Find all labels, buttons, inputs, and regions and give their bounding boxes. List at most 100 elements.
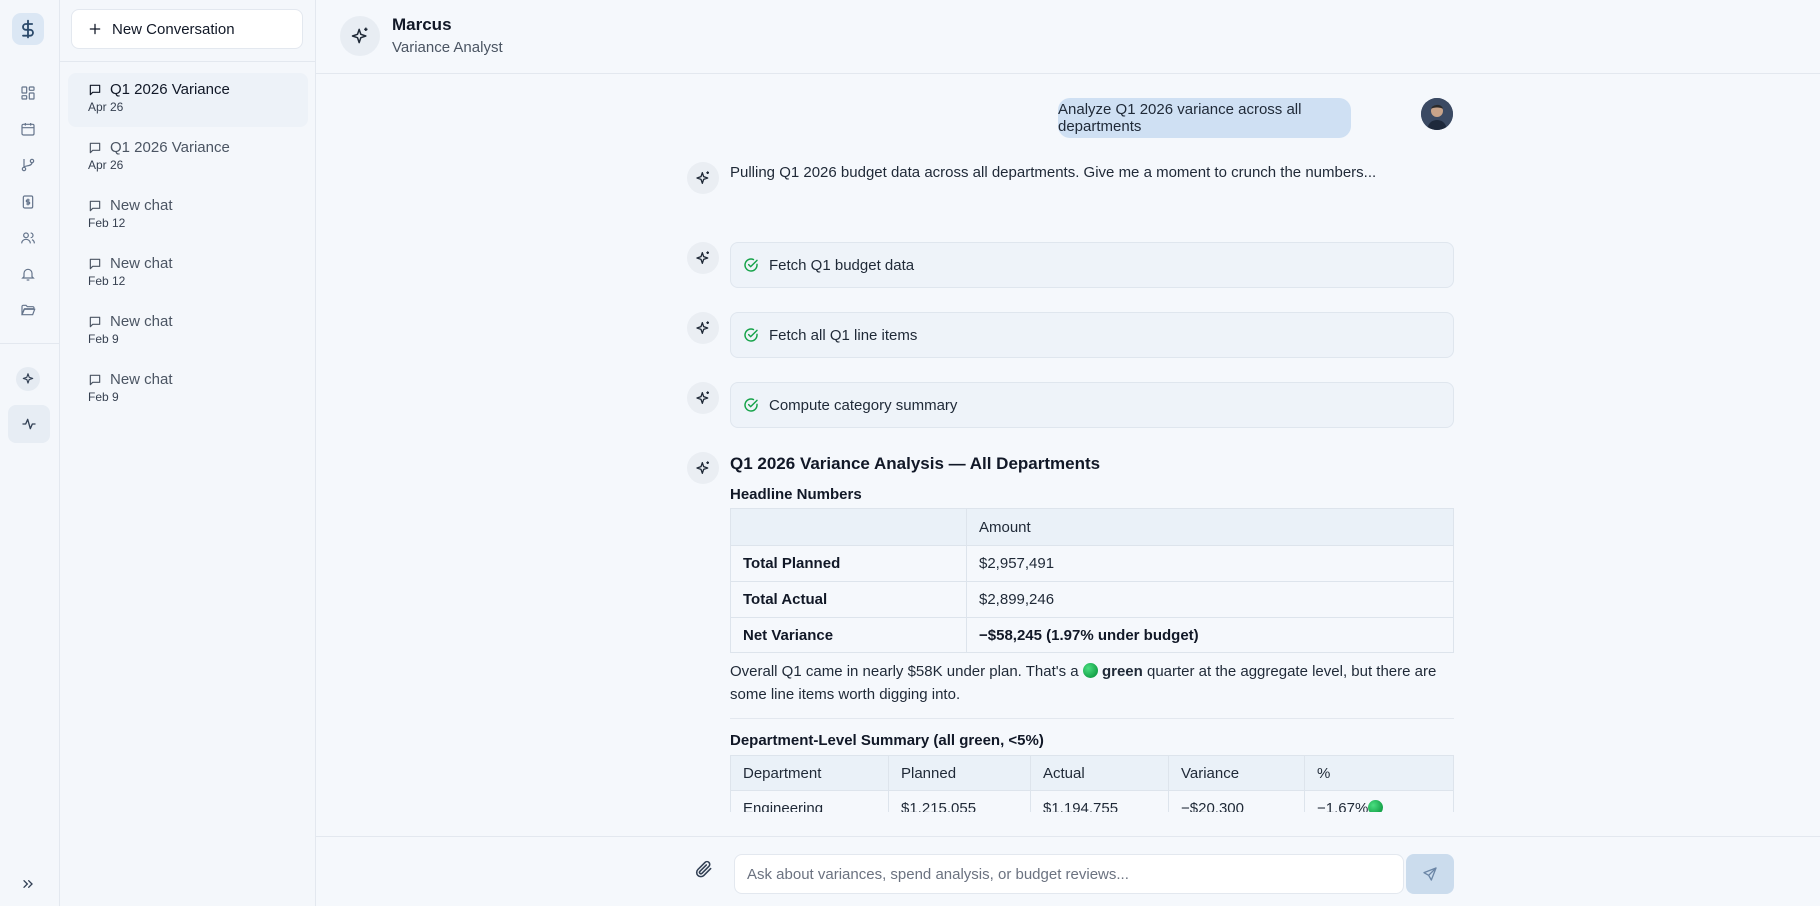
folder-open-icon[interactable] bbox=[14, 296, 42, 324]
sparkle-icon bbox=[696, 171, 709, 184]
user-message-bubble: Analyze Q1 2026 variance across all depa… bbox=[1058, 98, 1351, 138]
assistant-answer: Q1 2026 Variance Analysis — All Departme… bbox=[730, 450, 1454, 812]
department-heading: Department-Level Summary (all green, <5%… bbox=[730, 732, 1044, 749]
paragraph-text: Overall Q1 came in nearly $58K under pla… bbox=[730, 663, 1083, 680]
assistant-avatar bbox=[687, 452, 719, 484]
headline-table: Amount Total Planned $2,957,491 Total Actu… bbox=[730, 508, 1454, 653]
sparkle-icon bbox=[696, 321, 709, 334]
row-label: Total Actual bbox=[730, 581, 967, 618]
assistant-avatar bbox=[687, 382, 719, 414]
paperclip-icon[interactable] bbox=[694, 859, 714, 879]
table-row: Engineering $1,215,055 $1,194,755 −$20,300−… bbox=[730, 790, 1454, 812]
sparkle-icon bbox=[696, 461, 709, 474]
table-header-row: Amount bbox=[730, 508, 1454, 546]
sparkle-icon bbox=[696, 391, 709, 404]
new-conversation-button[interactable]: New Conversation bbox=[71, 9, 303, 49]
check-circle-icon bbox=[744, 398, 758, 412]
green-status-dot bbox=[1082, 663, 1098, 678]
receipt-dollar-icon[interactable] bbox=[14, 188, 42, 216]
conversation-sidebar: New Conversation Q1 2026 Variance Apr 26 Q… bbox=[60, 0, 316, 906]
green-status-dot bbox=[1368, 800, 1384, 812]
conversation-item[interactable]: Q1 2026 Variance Apr 26 bbox=[68, 73, 308, 127]
conversation-date: Feb 9 bbox=[88, 390, 119, 404]
conversation-item[interactable]: New chat Feb 12 bbox=[68, 247, 308, 301]
conversation-title: New chat bbox=[110, 255, 173, 272]
row-amount: $2,899,246 bbox=[966, 581, 1454, 618]
table-cell: $1,215,055 bbox=[888, 790, 1031, 812]
conversation-item[interactable]: New chat Feb 9 bbox=[68, 363, 308, 417]
message-square-icon bbox=[89, 84, 101, 95]
send-button[interactable] bbox=[1406, 854, 1454, 894]
table-header-cell bbox=[730, 508, 967, 546]
conversation-item[interactable]: New chat Feb 12 bbox=[68, 189, 308, 243]
conversation-date: Feb 9 bbox=[88, 332, 119, 346]
row-label: Total Planned bbox=[730, 545, 967, 582]
tool-call-label: Fetch Q1 budget data bbox=[769, 256, 915, 274]
users-icon[interactable] bbox=[14, 224, 42, 252]
department-table: Department Planned Actual Variance% Enginee… bbox=[730, 755, 1454, 812]
new-conversation-label: New Conversation bbox=[112, 20, 235, 38]
conversation-title: New chat bbox=[110, 197, 173, 214]
headline-heading: Headline Numbers bbox=[730, 486, 862, 503]
composer bbox=[316, 836, 1820, 906]
calendar-icon[interactable] bbox=[14, 115, 42, 143]
row-amount: −$58,245 (1.97% under budget) bbox=[966, 617, 1454, 653]
dashboard-icon[interactable] bbox=[14, 79, 42, 107]
dollar-logo-icon[interactable] bbox=[12, 13, 44, 45]
tool-call-card[interactable]: Fetch all Q1 line items bbox=[730, 312, 1454, 358]
table-header-cell: % bbox=[1304, 755, 1454, 791]
git-branch-icon[interactable] bbox=[14, 151, 42, 179]
row-amount: $2,957,491 bbox=[966, 545, 1454, 582]
assistant-avatar bbox=[687, 162, 719, 194]
assistant-avatar bbox=[687, 312, 719, 344]
chat-main: Marcus Variance Analyst Analyze Q1 2026 … bbox=[316, 0, 1820, 906]
check-circle-icon bbox=[744, 258, 758, 272]
bell-icon[interactable] bbox=[14, 260, 42, 288]
table-cell: $1,194,755 bbox=[1030, 790, 1169, 812]
table-header-cell: Variance bbox=[1168, 755, 1305, 791]
table-cell: −1.67% bbox=[1304, 790, 1454, 812]
conversation-date: Feb 12 bbox=[88, 274, 126, 288]
row-label: Net Variance bbox=[730, 617, 967, 653]
rail-divider bbox=[0, 343, 60, 344]
chevrons-right-icon[interactable] bbox=[14, 870, 42, 898]
tool-call-card[interactable]: Fetch Q1 budget data bbox=[730, 242, 1454, 288]
icon-rail bbox=[0, 0, 60, 906]
conversation-date: Apr 26 bbox=[88, 100, 124, 114]
chat-header: Marcus Variance Analyst bbox=[316, 0, 1820, 74]
message-square-icon bbox=[89, 316, 101, 327]
tool-call-card[interactable]: Compute category summary bbox=[730, 382, 1454, 428]
conversation-date: Apr 26 bbox=[88, 158, 124, 172]
table-header-row: Department Planned Actual Variance% bbox=[730, 755, 1454, 791]
paragraph-strong: green bbox=[1101, 663, 1143, 680]
answer-title: Q1 2026 Variance Analysis — All Departme… bbox=[730, 454, 1101, 473]
table-cell: −$20,300 bbox=[1168, 790, 1305, 812]
table-header-cell: Amount bbox=[966, 508, 1454, 546]
message-square-icon bbox=[89, 200, 101, 211]
activity-icon[interactable] bbox=[8, 405, 50, 443]
conversation-item[interactable]: Q1 2026 Variance Apr 26 bbox=[68, 131, 308, 185]
paragraph-text: quarter at the aggregate level, but ther… bbox=[730, 663, 1437, 703]
message-square-icon bbox=[89, 374, 101, 385]
table-header-cell: Planned bbox=[888, 755, 1031, 791]
user-avatar[interactable] bbox=[1421, 98, 1453, 130]
divider bbox=[730, 718, 1454, 719]
tool-call-label: Fetch all Q1 line items bbox=[769, 326, 918, 344]
table-row: Total Actual $2,899,246 bbox=[730, 581, 1454, 618]
table-header-cell: Department bbox=[730, 755, 889, 791]
chat-input[interactable] bbox=[734, 854, 1404, 894]
assistant-intro-message: Pulling Q1 2026 budget data across all d… bbox=[730, 164, 1377, 181]
message-square-icon bbox=[89, 142, 101, 153]
table-header-cell: Actual bbox=[1030, 755, 1169, 791]
table-row: Total Planned $2,957,491 bbox=[730, 545, 1454, 582]
table-cell: Engineering bbox=[730, 790, 889, 812]
message-square-icon bbox=[89, 258, 101, 269]
conversation-title: Q1 2026 Variance bbox=[110, 139, 230, 156]
sparkle-agent-icon[interactable] bbox=[14, 365, 42, 393]
summary-paragraph: Overall Q1 came in nearly $58K under pla… bbox=[730, 660, 1454, 706]
table-row: Net Variance −$58,245 (1.97% under budget… bbox=[730, 617, 1454, 653]
plus-icon bbox=[89, 23, 101, 35]
conversation-date: Feb 12 bbox=[88, 216, 126, 230]
send-icon bbox=[1423, 867, 1437, 881]
conversation-item[interactable]: New chat Feb 9 bbox=[68, 305, 308, 359]
